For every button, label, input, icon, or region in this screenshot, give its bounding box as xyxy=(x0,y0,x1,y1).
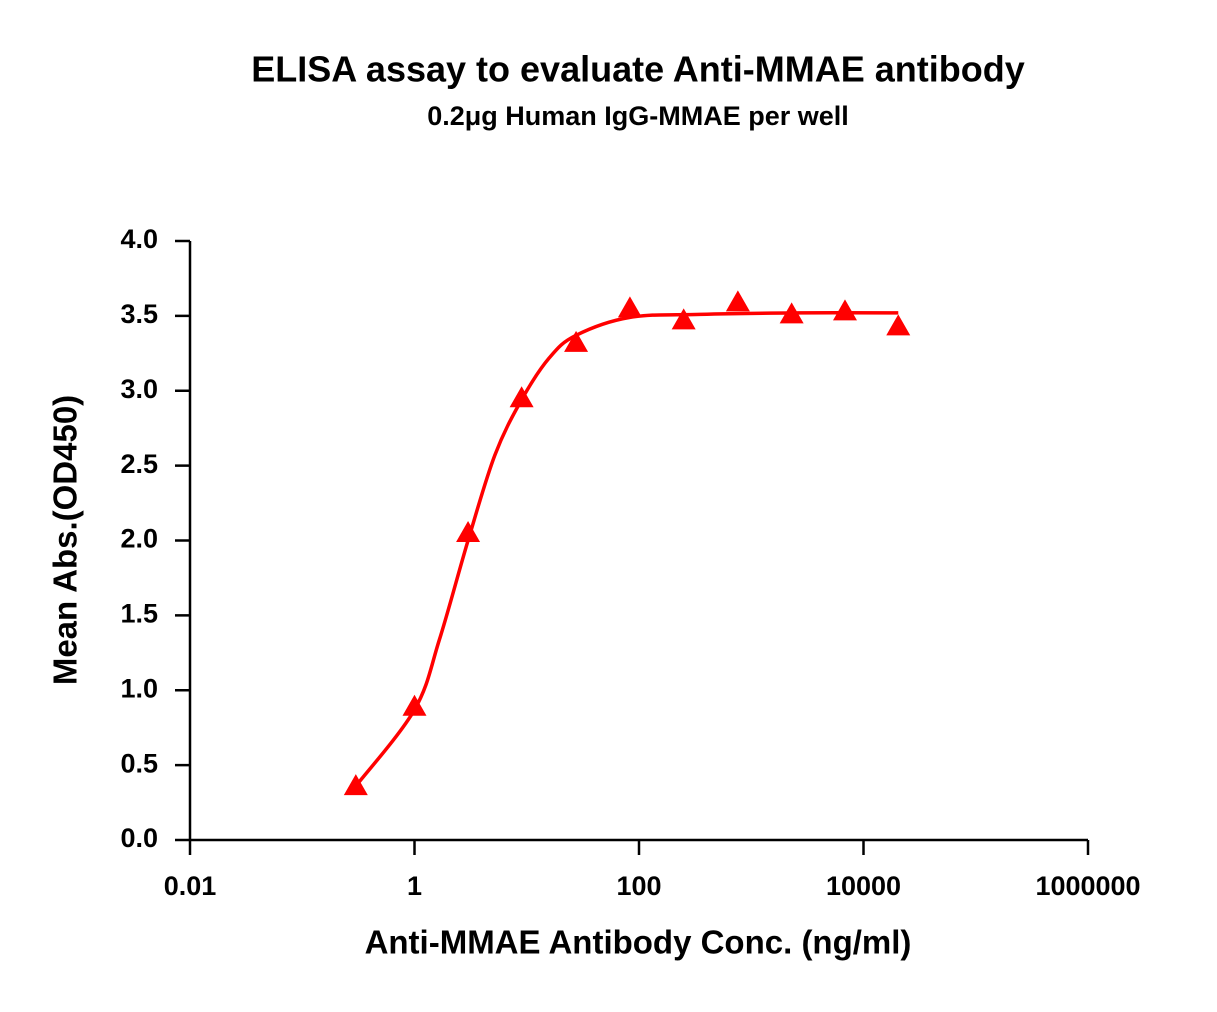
data-point xyxy=(456,521,481,543)
data-point xyxy=(509,386,534,408)
x-tick-label: 1 xyxy=(407,871,422,901)
data-point xyxy=(617,296,642,318)
fit-curve xyxy=(354,311,899,788)
y-tick-label: 0.5 xyxy=(120,748,158,778)
x-tick-label: 100 xyxy=(616,871,661,901)
chart-subtitle: 0.2μg Human IgG-MMAE per well xyxy=(427,101,849,131)
data-point xyxy=(671,308,696,330)
chart-title: ELISA assay to evaluate Anti-MMAE antibo… xyxy=(251,49,1024,90)
y-tick-label: 2.5 xyxy=(120,449,158,479)
y-tick-label: 0.0 xyxy=(120,823,158,853)
data-point xyxy=(725,290,750,312)
x-tick-label: 10000 xyxy=(826,871,901,901)
y-axis-label: Mean Abs.(OD450) xyxy=(47,395,84,685)
data-point xyxy=(564,330,589,352)
y-tick-label: 2.0 xyxy=(120,524,158,554)
data-point xyxy=(832,299,857,321)
y-tick-label: 1.5 xyxy=(120,599,158,629)
x-tick-label: 1000000 xyxy=(1035,871,1140,901)
data-point xyxy=(886,314,911,336)
y-tick-label: 4.0 xyxy=(120,224,158,254)
x-tick-label: 0.01 xyxy=(164,871,217,901)
x-axis-label: Anti-MMAE Antibody Conc. (ng/ml) xyxy=(365,924,912,961)
data-point xyxy=(779,302,804,324)
y-tick-label: 3.0 xyxy=(120,374,158,404)
data-point xyxy=(402,694,427,716)
data-point xyxy=(343,774,368,796)
y-tick-label: 1.0 xyxy=(120,673,158,703)
y-tick-label: 3.5 xyxy=(120,299,158,329)
